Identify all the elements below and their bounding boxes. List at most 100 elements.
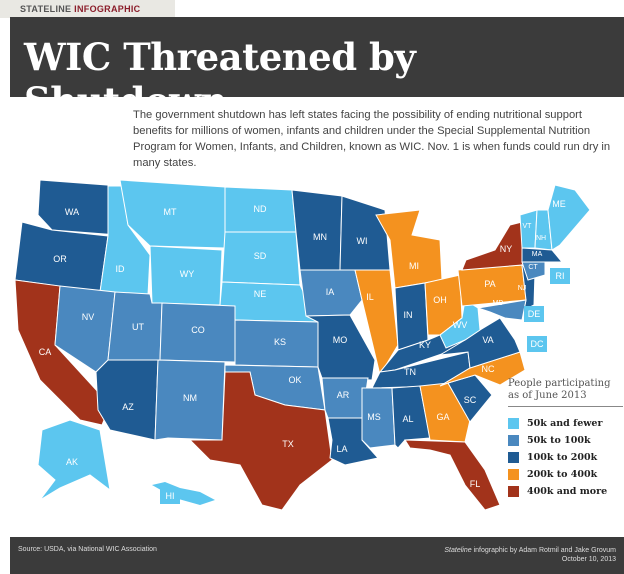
state-label: OR (53, 254, 67, 264)
state-label: ID (116, 264, 126, 274)
state-label: CA (39, 347, 52, 357)
legend-swatch (508, 435, 519, 446)
state-tx (188, 371, 333, 511)
state-label: WY (180, 269, 195, 279)
state-label: AL (402, 414, 413, 424)
state-mn (291, 189, 343, 271)
kicker-a: STATELINE (20, 4, 75, 14)
state-ms (361, 387, 396, 449)
state-label: ME (552, 199, 566, 209)
legend: People participating as of June 2013 50k … (508, 378, 623, 500)
state-label: IN (404, 310, 413, 320)
legend-label: 50k to 100k (527, 435, 591, 446)
legend-label: 50k and fewer (527, 418, 603, 429)
state-mt (119, 179, 226, 249)
state-label: VT (523, 223, 533, 230)
state-label: SC (464, 395, 477, 405)
state-label: AK (66, 457, 78, 467)
credit: Stateline infographic by Adam Rotmil and… (444, 546, 616, 564)
state-label: NC (482, 364, 495, 374)
legend-swatch (508, 452, 519, 463)
state-label: TN (404, 367, 416, 377)
legend-swatch (508, 486, 519, 497)
intro-text: The government shutdown has left states … (133, 109, 611, 169)
kicker: STATELINE INFOGRAPHIC (20, 4, 140, 14)
state-hi (152, 482, 215, 505)
state-label: MD (493, 300, 504, 307)
state-label: NY (500, 244, 513, 254)
state-label: NM (183, 393, 197, 403)
state-wv (439, 299, 481, 349)
state-label: KS (274, 337, 286, 347)
state-label: ND (254, 204, 267, 214)
legend-item: 100k to 200k (508, 449, 623, 466)
state-label: MT (164, 207, 177, 217)
page-title: WIC Threatened by Shutdown (24, 35, 416, 123)
state-label: FL (470, 479, 481, 489)
state-label: GA (436, 412, 449, 422)
state-label: VA (482, 335, 493, 345)
title-banner: WIC Threatened by Shutdown (10, 17, 624, 123)
label-tile-ri (550, 268, 570, 284)
state-label: WA (65, 207, 79, 217)
state-label: OK (288, 375, 301, 385)
state-label: WV (453, 320, 468, 330)
state-ct (521, 261, 546, 281)
legend-label: 200k to 400k (527, 469, 598, 480)
state-label: AR (337, 390, 350, 400)
state-az (95, 359, 159, 441)
credit-date: October 10, 2013 (561, 556, 616, 563)
state-label: MS (367, 412, 381, 422)
state-label: AZ (122, 402, 134, 412)
label-tile-hi (160, 488, 180, 504)
state-ak (37, 419, 111, 501)
state-label: IA (326, 287, 335, 297)
legend-swatch (508, 418, 519, 429)
state-label: CO (191, 325, 205, 335)
credit-publication: Stateline (444, 547, 472, 554)
legend-item: 50k to 100k (508, 432, 623, 449)
kicker-tab: STATELINE INFOGRAPHIC (0, 0, 175, 18)
state-label: MI (409, 261, 419, 271)
legend-item: 200k to 400k (508, 466, 623, 483)
legend-title-2: as of June 2013 (508, 390, 587, 401)
legend-swatch (508, 469, 519, 480)
state-label: LA (336, 444, 347, 454)
state-label: HI (166, 491, 175, 501)
footer: Source: USDA, via National WIC Associati… (10, 537, 624, 574)
state-label: NJ (518, 285, 527, 292)
legend-label: 400k and more (527, 486, 608, 497)
state-label: NV (82, 312, 95, 322)
state-label: MO (333, 335, 348, 345)
source-note: Source: USDA, via National WIC Associati… (18, 546, 157, 553)
legend-label: 100k to 200k (527, 452, 598, 463)
kicker-b: INFOGRAPHIC (74, 4, 141, 14)
state-label: IL (366, 292, 374, 302)
state-label: WI (357, 236, 368, 246)
state-label: TX (282, 439, 294, 449)
legend-title: People participating as of June 2013 (508, 378, 623, 407)
state-label: MN (313, 232, 327, 242)
state-label: SD (254, 251, 267, 261)
state-il (354, 269, 399, 377)
state-label: PA (484, 279, 495, 289)
state-nm (154, 359, 226, 441)
state-label: KY (419, 340, 431, 350)
state-label: NH (536, 235, 546, 242)
state-wa (37, 179, 121, 236)
legend-title-1: People participating (508, 378, 611, 389)
state-label: OH (433, 295, 447, 305)
credit-authors: infographic by Adam Rotmil and Jake Grov… (471, 547, 616, 554)
label-tile-de (524, 306, 544, 322)
state-label: DC (531, 339, 544, 349)
state-md (477, 299, 527, 321)
state-fl (404, 439, 501, 511)
state-wi (339, 195, 391, 271)
state-mi (375, 209, 443, 289)
state-me (547, 184, 591, 251)
state-ma (521, 247, 564, 263)
legend-item: 50k and fewer (508, 415, 623, 432)
state-label: CT (528, 264, 538, 271)
